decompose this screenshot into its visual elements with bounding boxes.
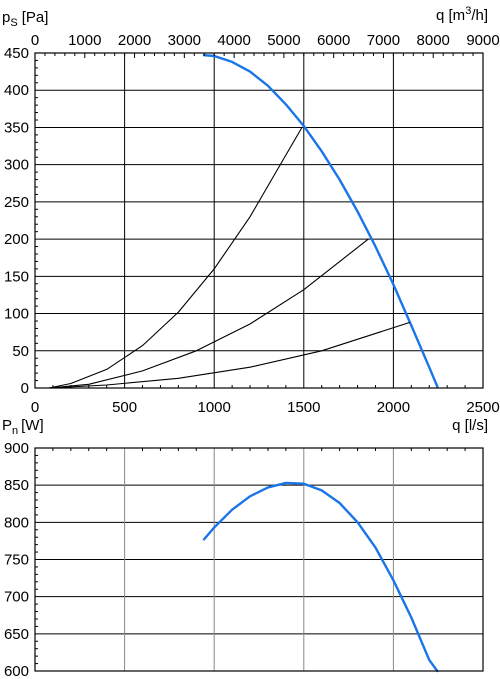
flow-m3h-tick-label: 3000 bbox=[168, 32, 201, 49]
power-y-tick-label: 700 bbox=[4, 589, 29, 606]
fan-pressure-curve bbox=[202, 54, 439, 388]
pressure-y-tick-label: 450 bbox=[4, 45, 29, 62]
flow-m3h-tick-label: 5000 bbox=[267, 32, 300, 49]
power-chart-series bbox=[202, 481, 439, 673]
power-y-tick-label: 850 bbox=[4, 477, 29, 494]
power-chart-grid bbox=[35, 448, 483, 671]
system-curve-1 bbox=[48, 126, 303, 389]
flow-ls-tick-label: 2000 bbox=[377, 399, 410, 416]
flow-m3h-tick-label: 9000 bbox=[466, 32, 499, 49]
power-y-tick-label: 800 bbox=[4, 514, 29, 531]
power-chart-ticks bbox=[35, 448, 466, 665]
flow-m3h-axis-title: q [m3/h] bbox=[436, 5, 488, 24]
pressure-axis-title: pS [Pa] bbox=[2, 9, 48, 29]
pressure-chart-frame bbox=[34, 52, 484, 389]
flow-ls-axis-title: q [l/s] bbox=[452, 417, 488, 434]
power-chart-tick-labels: 600 650 700 750 800 850 900 bbox=[4, 440, 29, 679]
pressure-chart-ticks bbox=[34, 53, 484, 388]
power-axis-title: Pn [W] bbox=[2, 417, 44, 437]
pressure-y-tick-label: 150 bbox=[4, 268, 29, 285]
pressure-chart-series bbox=[48, 54, 439, 389]
pressure-y-tick-label: 300 bbox=[4, 157, 29, 174]
flow-m3h-tick-label: 1000 bbox=[68, 32, 101, 49]
pressure-y-tick-label: 100 bbox=[4, 306, 29, 323]
pressure-y-tick-label: 350 bbox=[4, 119, 29, 136]
system-curve-2 bbox=[48, 238, 369, 389]
power-y-tick-label: 900 bbox=[4, 440, 29, 457]
flow-m3h-tick-label: 2000 bbox=[118, 32, 151, 49]
flow-ls-tick-label: 500 bbox=[112, 399, 137, 416]
flow-m3h-tick-label: 7000 bbox=[367, 32, 400, 49]
flow-ls-tick-label: 0 bbox=[31, 399, 39, 416]
pressure-y-tick-label: 400 bbox=[4, 82, 29, 99]
flow-ls-tick-label: 1500 bbox=[287, 399, 320, 416]
flow-ls-tick-label: 2500 bbox=[466, 399, 499, 416]
fan-power-curve bbox=[202, 481, 439, 673]
power-y-tick-label: 650 bbox=[4, 626, 29, 643]
flow-m3h-tick-label: 0 bbox=[31, 32, 39, 49]
flow-m3h-tick-label: 8000 bbox=[417, 32, 450, 49]
flow-m3h-tick-label: 4000 bbox=[217, 32, 250, 49]
pressure-y-tick-label: 50 bbox=[12, 343, 29, 360]
flow-m3h-tick-label: 6000 bbox=[317, 32, 350, 49]
flow-ls-tick-label: 1000 bbox=[198, 399, 231, 416]
power-chart: 600 650 700 750 800 850 900 Pn [W] q [l/s] bbox=[2, 417, 488, 679]
system-curve-3 bbox=[48, 321, 411, 389]
pressure-y-tick-label: 200 bbox=[4, 231, 29, 248]
pressure-y-tick-label: 0 bbox=[21, 380, 29, 397]
power-y-tick-label: 750 bbox=[4, 552, 29, 569]
pressure-y-tick-label: 250 bbox=[4, 194, 29, 211]
power-y-tick-label: 600 bbox=[4, 663, 29, 679]
power-chart-frame bbox=[34, 447, 484, 672]
